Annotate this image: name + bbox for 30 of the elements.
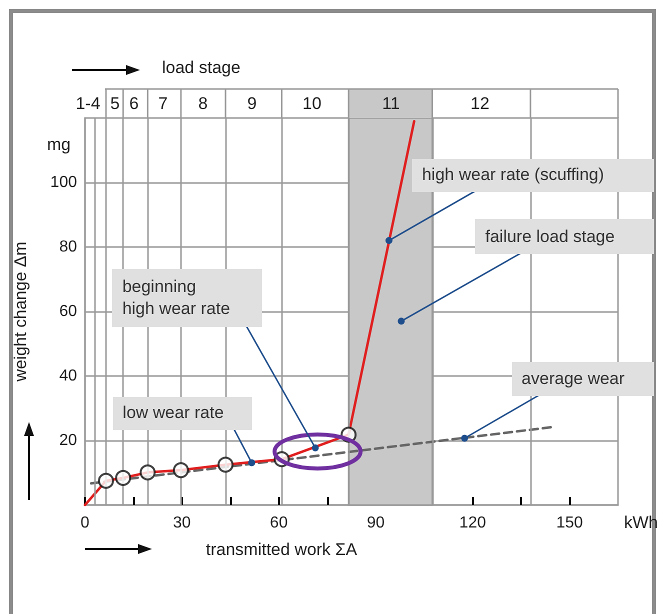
x-tick-label: 90 — [366, 514, 385, 532]
x-tick-label: 0 — [80, 514, 90, 532]
text: 11 — [382, 94, 400, 114]
y-tick-label: 40 — [59, 368, 78, 384]
y-tick-label: 100 — [50, 174, 78, 191]
text: 5 — [110, 94, 120, 114]
text: mg — [47, 135, 71, 155]
text: 9 — [247, 94, 257, 114]
y-tick-label: 20 — [59, 432, 78, 449]
text: 12 — [470, 94, 490, 114]
text: 8 — [198, 94, 208, 114]
text: 10 — [302, 94, 322, 114]
text: 6 — [129, 94, 139, 114]
x-tick-label: 60 — [270, 514, 288, 532]
x-tick-label: 120 — [459, 514, 486, 532]
callout-label: high wear rate (scuffing) — [412, 158, 654, 192]
y-tick-label: 60 — [59, 303, 78, 320]
y-tick-label: 80 — [59, 238, 78, 256]
y-axis-title: weight change Δm — [11, 242, 30, 382]
text: load stage — [162, 58, 240, 78]
text: 1-4 — [76, 94, 100, 114]
text: kWh — [624, 513, 658, 533]
x-tick-label: 30 — [173, 514, 191, 532]
callout-label: average wear — [512, 362, 654, 396]
callout-label: failure load stage — [475, 219, 654, 254]
callout-label: beginning high wear rate — [112, 268, 262, 327]
x-axis-title: transmitted work ΣA — [206, 540, 358, 559]
text: 7 — [158, 94, 168, 114]
callout-label: low wear rate — [112, 396, 252, 430]
x-tick-label: 150 — [556, 514, 583, 532]
